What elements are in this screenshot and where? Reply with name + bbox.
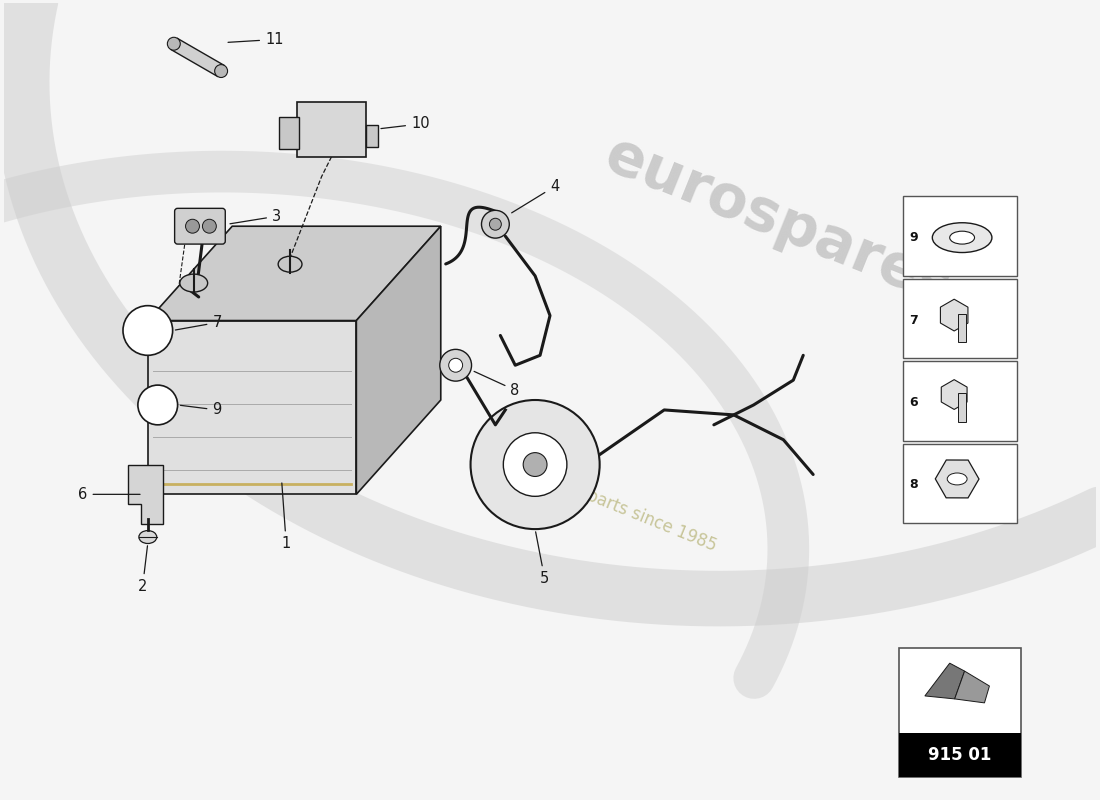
Circle shape [504, 433, 566, 496]
Circle shape [167, 38, 180, 50]
Text: 9: 9 [910, 231, 918, 244]
Bar [902, 279, 1016, 358]
Bar [297, 102, 366, 157]
Circle shape [186, 219, 199, 233]
Text: 7: 7 [175, 315, 222, 330]
Circle shape [490, 218, 502, 230]
Text: 7: 7 [910, 314, 918, 326]
Text: 9: 9 [180, 402, 221, 418]
Circle shape [202, 219, 217, 233]
Circle shape [471, 400, 600, 529]
Text: eurospares: eurospares [596, 126, 960, 317]
Polygon shape [170, 38, 224, 77]
Circle shape [440, 350, 472, 381]
Bar [958, 314, 966, 342]
Circle shape [123, 306, 173, 355]
Text: 2: 2 [138, 546, 147, 594]
Text: 6: 6 [910, 396, 918, 409]
Text: 8: 8 [474, 371, 519, 398]
Circle shape [214, 65, 228, 78]
Ellipse shape [947, 473, 967, 485]
Bar [958, 393, 966, 422]
Polygon shape [925, 663, 965, 699]
Text: 5: 5 [536, 532, 549, 586]
Bar [902, 197, 1016, 276]
Ellipse shape [278, 256, 303, 272]
Polygon shape [147, 226, 441, 321]
Bar [902, 362, 1016, 441]
Bar [899, 648, 1021, 778]
Polygon shape [147, 321, 356, 494]
Circle shape [524, 453, 547, 477]
Polygon shape [955, 671, 989, 703]
Circle shape [138, 385, 177, 425]
Ellipse shape [933, 222, 992, 253]
Bar [279, 117, 299, 149]
Text: 6: 6 [78, 487, 140, 502]
Ellipse shape [139, 530, 157, 543]
Polygon shape [128, 465, 163, 524]
Bar [899, 733, 1021, 778]
Text: 3: 3 [230, 209, 282, 224]
Text: 4: 4 [512, 179, 559, 213]
Ellipse shape [179, 274, 208, 292]
Text: 10: 10 [381, 117, 430, 131]
Text: 1: 1 [282, 483, 290, 551]
Circle shape [449, 358, 463, 372]
Circle shape [482, 210, 509, 238]
Text: 915 01: 915 01 [928, 746, 991, 764]
Bar [902, 444, 1016, 523]
Bar [366, 125, 378, 146]
FancyBboxPatch shape [175, 208, 226, 244]
Text: 11: 11 [228, 32, 284, 47]
Ellipse shape [949, 231, 975, 244]
Text: a passion for parts since 1985: a passion for parts since 1985 [480, 444, 719, 554]
Text: 8: 8 [910, 478, 918, 491]
Polygon shape [356, 226, 441, 494]
